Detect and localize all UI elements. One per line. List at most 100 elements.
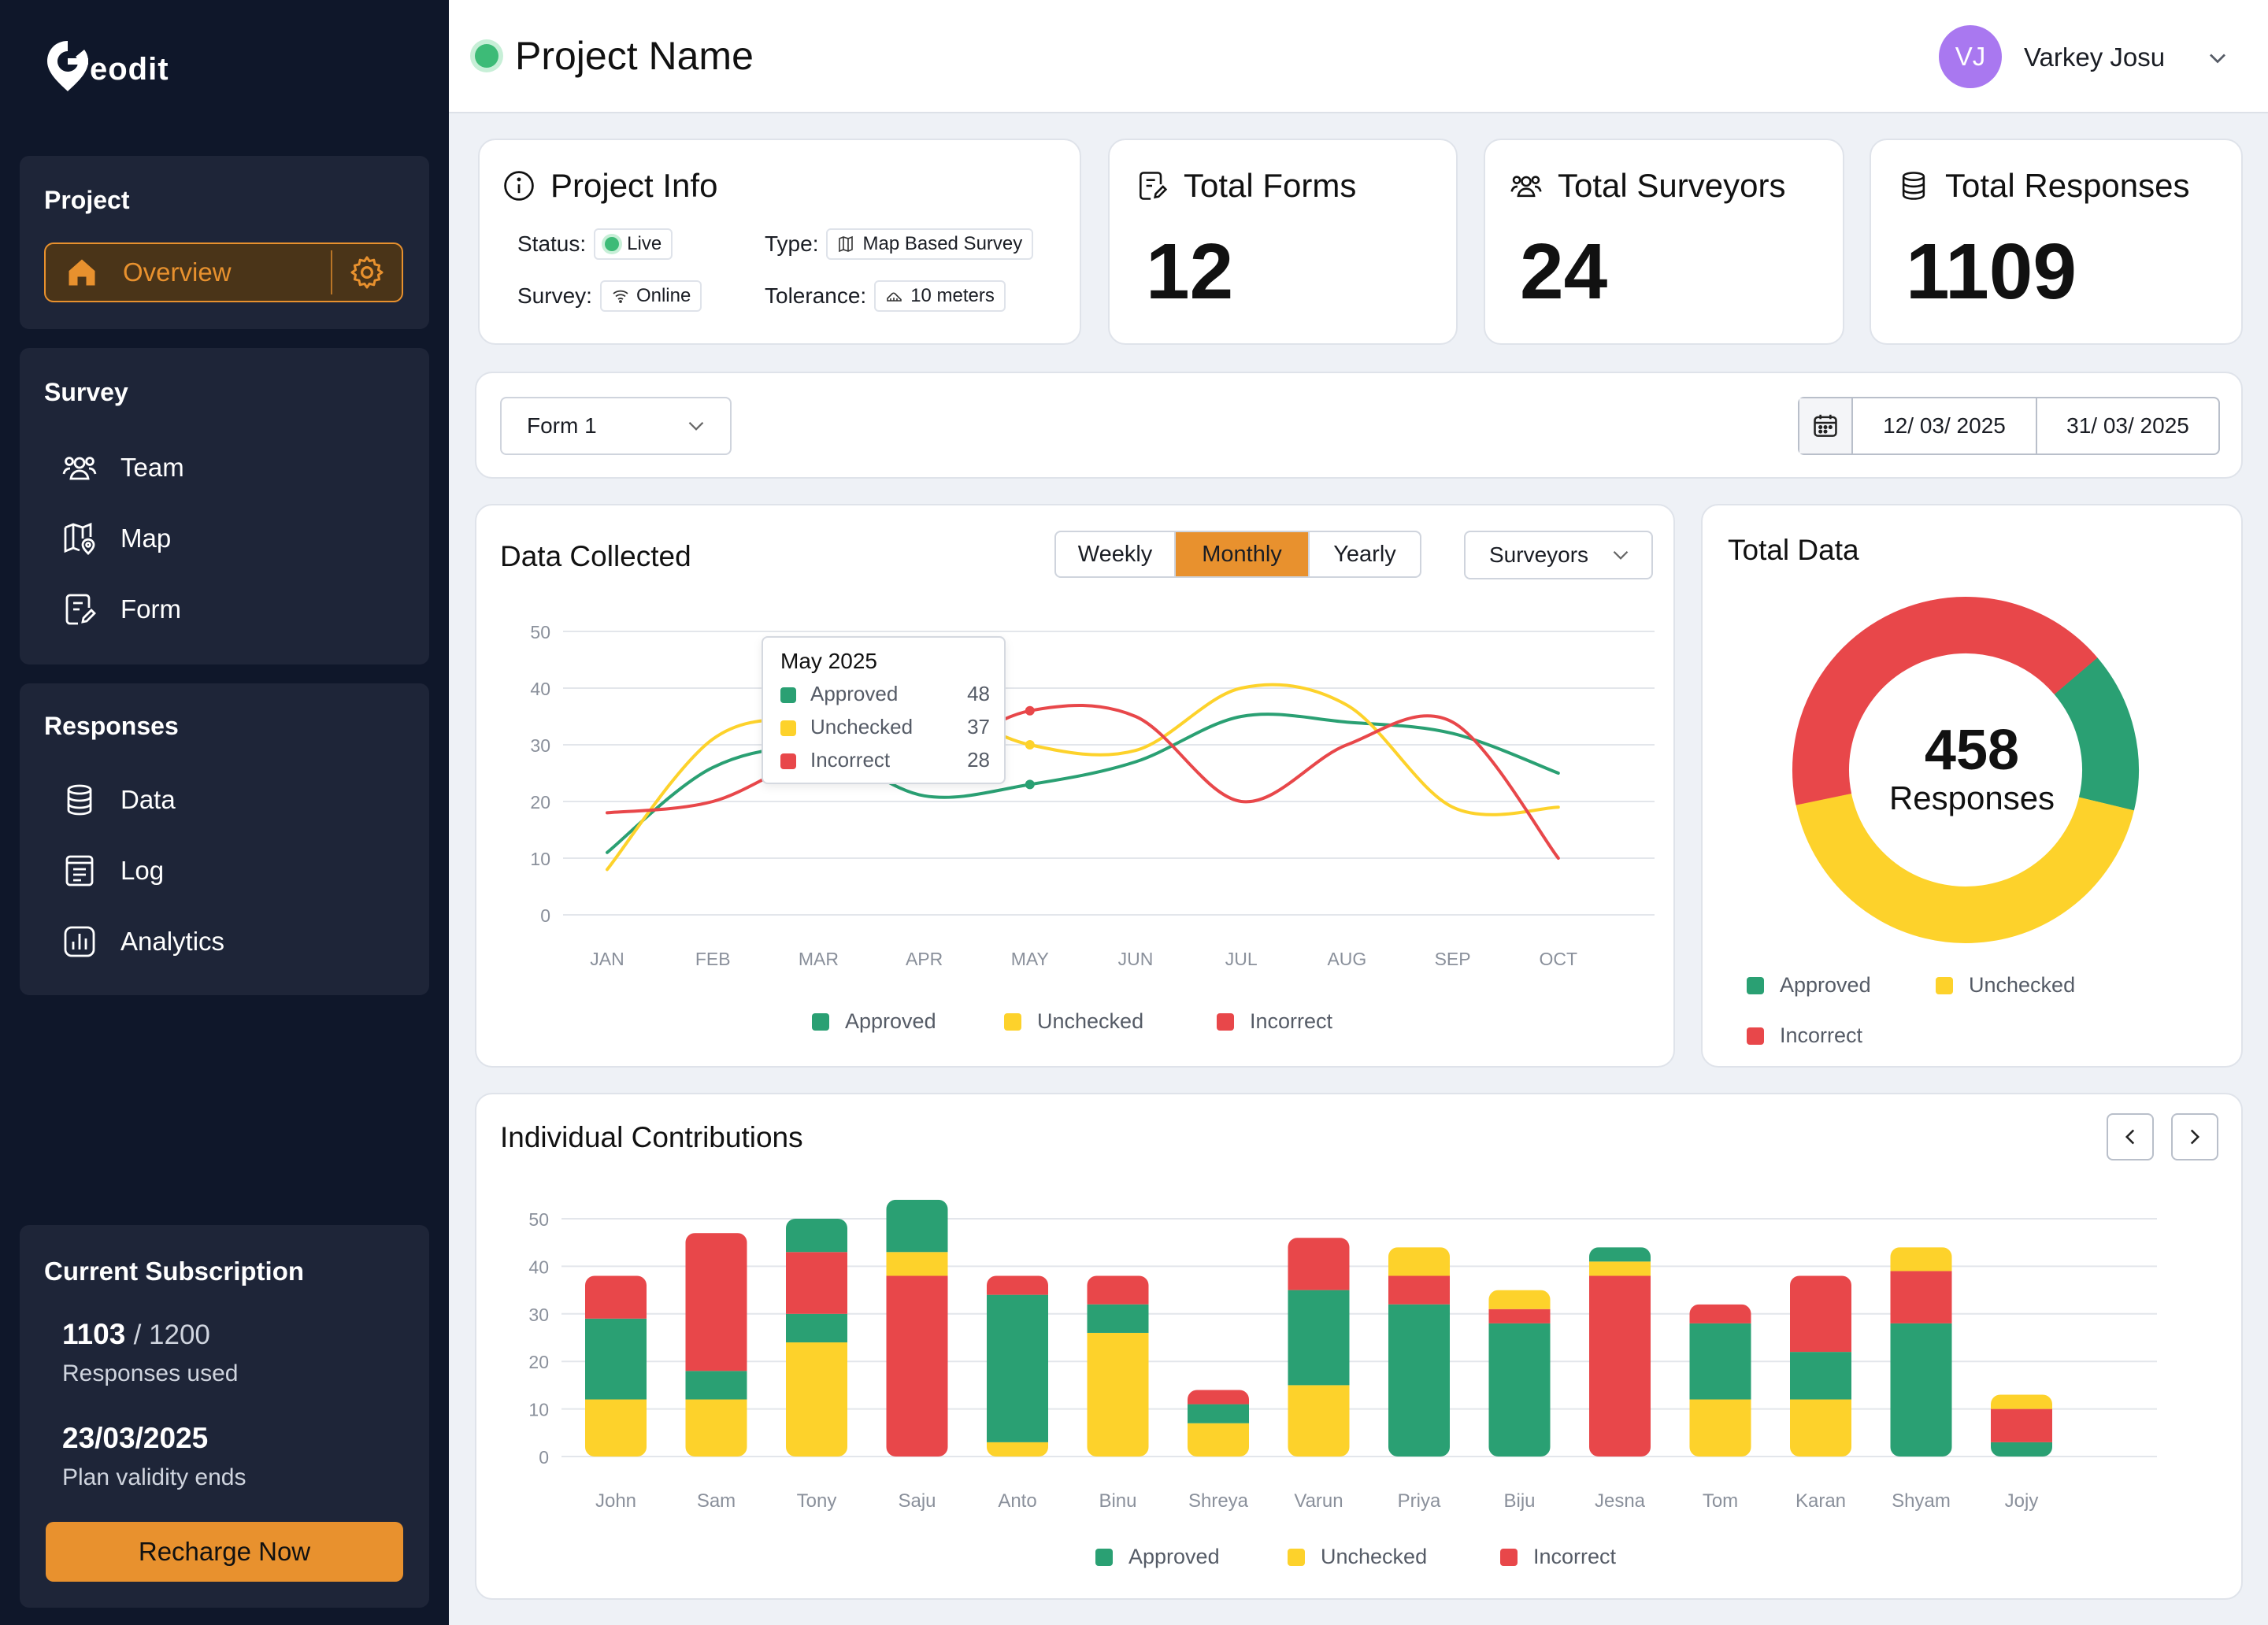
legend-label: Unchecked (1037, 1009, 1144, 1033)
bar-segment-approved (1087, 1304, 1149, 1333)
analytics-icon (64, 926, 95, 957)
chevron-down-icon[interactable] (2203, 44, 2232, 72)
team-icon (62, 457, 97, 480)
y-tick-label: 20 (530, 792, 550, 812)
sidebar-item-analytics[interactable]: Analytics (61, 920, 224, 964)
user-name[interactable]: Varkey Josu (2024, 43, 2166, 72)
x-tick-label: MAR (799, 949, 839, 969)
donut-legend-incorrect: Incorrect (1747, 1023, 1862, 1048)
bar-segment-incorrect (987, 1275, 1048, 1295)
donut-legend-unchecked: Unchecked (1936, 973, 2075, 998)
bar-segment-incorrect (1288, 1238, 1350, 1290)
bar-segment-incorrect (1790, 1275, 1851, 1353)
home-icon (69, 259, 95, 286)
sidebar-item-label: Analytics (120, 927, 225, 956)
tooltip-row-unchecked: Unchecked 37 (780, 715, 990, 739)
y-tick-label: 50 (530, 622, 550, 642)
legend-label: Approved (1128, 1545, 1220, 1568)
bar-segment-unchecked (1589, 1261, 1651, 1276)
y-tick-label: 30 (528, 1305, 549, 1325)
bar-segment-unchecked (886, 1252, 948, 1276)
team-icon (1510, 176, 1542, 198)
form-select[interactable]: Form 1 (500, 397, 732, 455)
y-tick-label: 30 (530, 735, 550, 756)
overview-button[interactable]: Overview (44, 242, 403, 302)
incorrect-swatch (1217, 1012, 1234, 1031)
unchecked-swatch (1936, 976, 1953, 994)
bar-segment-approved (585, 1318, 647, 1400)
project-info-title: Project Info (502, 167, 717, 205)
sidebar-item-log[interactable]: Log (61, 849, 164, 893)
total-surveyors-value: 24 (1520, 228, 1608, 316)
sidebar-item-data[interactable]: Data (61, 778, 176, 822)
bar-segment-incorrect (585, 1275, 647, 1319)
bar-segment-approved (1689, 1323, 1751, 1400)
bar-segment-incorrect (1188, 1390, 1249, 1405)
total-forms-label: Total Forms (1184, 167, 1357, 204)
bar-legend-incorrect: Incorrect (1500, 1545, 1616, 1569)
sidebar-item-team[interactable]: Team (61, 446, 184, 490)
x-tick-label: JUN (1118, 949, 1154, 969)
bar-segment-unchecked (1087, 1332, 1149, 1457)
recharge-now-button[interactable]: Recharge Now (46, 1522, 403, 1582)
project-status-dot (475, 44, 498, 68)
y-tick-label: 10 (528, 1400, 549, 1420)
sidebar-item-form[interactable]: Form (61, 587, 181, 631)
bar-stack-jojy (1991, 1394, 2052, 1457)
bar-segment-approved (685, 1371, 747, 1400)
tooltip-row-approved: Approved 48 (780, 682, 990, 706)
surveyors-select[interactable]: Surveyors (1464, 531, 1653, 579)
next-button[interactable] (2171, 1113, 2218, 1160)
bar-segment-unchecked (1488, 1290, 1551, 1309)
sidebar-item-label: Data (120, 785, 176, 814)
donut-center-value: 458 (1924, 719, 2020, 782)
logo[interactable]: eodit (44, 38, 169, 93)
bar-segment-approved (987, 1294, 1048, 1442)
bar-stack-shyam (1890, 1247, 1952, 1457)
sidebar-item-map[interactable]: Map (61, 516, 171, 561)
data-collected-title: Data Collected (500, 540, 691, 572)
surveyors-select-value: Surveyors (1489, 542, 1589, 567)
previous-button[interactable] (2107, 1113, 2154, 1160)
x-tick-label: AUG (1327, 949, 1366, 969)
overview-label: Overview (123, 257, 232, 287)
period-weekly-tab[interactable]: Weekly (1056, 532, 1176, 576)
tolerance-row: Tolerance: 10 meters (765, 280, 1006, 312)
gear-icon[interactable] (348, 254, 386, 291)
individual-contributions-bar-chart: 0 10 20 30 40 50 John Sam Tony Saju Anto Binu Shreya… (528, 1199, 2157, 1512)
responses-section: Responses Data Log Analytics (20, 683, 429, 995)
bar-segment-approved (1890, 1323, 1952, 1457)
y-tick-label: 0 (539, 1447, 549, 1468)
highlight-point-unchecked (1025, 740, 1035, 750)
bar-segment-approved (1388, 1304, 1450, 1457)
bar-stack-karan (1790, 1275, 1851, 1457)
x-tick-label: FEB (695, 949, 731, 969)
approved-swatch (1747, 976, 1764, 994)
bar-segment-approved (1790, 1352, 1851, 1400)
tooltip-value: 48 (967, 682, 990, 705)
x-tick-label: Priya (1398, 1490, 1441, 1512)
filter-bar: Form 1 12/ 03/ 2025 31/ 03/ 2025 (475, 372, 2243, 479)
period-monthly-tab[interactable]: Monthly (1176, 532, 1310, 576)
calendar-button[interactable] (1799, 398, 1853, 453)
x-tick-label: OCT (1540, 949, 1578, 969)
period-yearly-tab[interactable]: Yearly (1333, 541, 1396, 567)
bar-segment-incorrect (1388, 1275, 1450, 1305)
tolerance-value: 10 meters (910, 285, 995, 306)
bar-segment-incorrect (685, 1233, 747, 1371)
avatar[interactable]: VJ (1939, 25, 2002, 88)
date-range-picker[interactable]: 12/ 03/ 2025 31/ 03/ 2025 (1798, 397, 2220, 455)
tooltip-label: Incorrect (810, 748, 891, 772)
date-from-field[interactable]: 12/ 03/ 2025 (1853, 398, 2037, 453)
bar-segment-incorrect (886, 1275, 948, 1457)
bar-segment-approved (1991, 1442, 2052, 1457)
date-to-field[interactable]: 31/ 03/ 2025 (2066, 413, 2189, 438)
tolerance-badge: 10 meters (874, 280, 1006, 312)
incorrect-swatch (1500, 1548, 1518, 1566)
legend-label: Incorrect (1533, 1545, 1617, 1568)
data-collected-card: Data Collected Weekly Monthly Yearly Sur… (475, 504, 1675, 1068)
info-icon (504, 171, 534, 201)
validity-label: Plan validity ends (62, 1464, 246, 1490)
x-tick-label: Tom (1703, 1490, 1738, 1512)
donut-center-label: Responses (1888, 779, 2055, 816)
